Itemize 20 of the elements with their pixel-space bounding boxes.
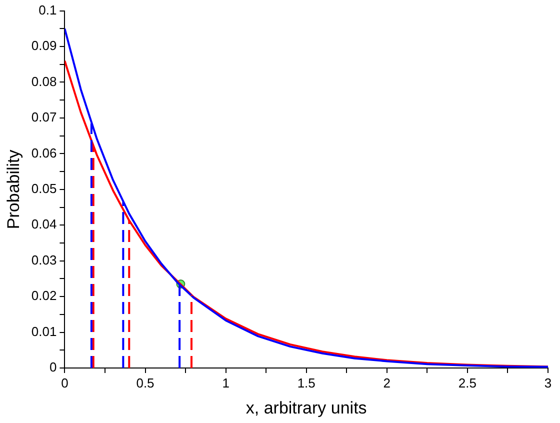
- y-tick-label: 0.1: [38, 2, 57, 18]
- y-tick-label: 0.09: [31, 38, 57, 54]
- y-tick-label: 0: [49, 360, 57, 375]
- x-tick-label: 3: [544, 375, 552, 390]
- x-tick-label: 0.5: [136, 375, 154, 390]
- x-tick-label: 2: [383, 375, 391, 390]
- y-tick-label: 0.04: [31, 216, 57, 232]
- y-tick-label: 0.07: [31, 110, 57, 125]
- y-axis-title: Probability: [4, 149, 23, 230]
- y-tick-label: 0.03: [31, 252, 57, 268]
- y-tick-label: 0.06: [31, 145, 57, 160]
- y-tick-label: 0.02: [31, 288, 57, 304]
- x-tick-label: 1: [222, 375, 230, 390]
- x-tick-label: 1.5: [297, 375, 316, 390]
- x-axis-title: x, arbitrary units: [246, 398, 367, 418]
- y-tick-label: 0.01: [31, 324, 57, 339]
- y-tick-label: 0.08: [31, 74, 57, 89]
- y-tick-label: 0.05: [31, 180, 57, 196]
- x-tick-label: 0: [61, 375, 68, 390]
- x-tick-label: 2.5: [458, 375, 476, 390]
